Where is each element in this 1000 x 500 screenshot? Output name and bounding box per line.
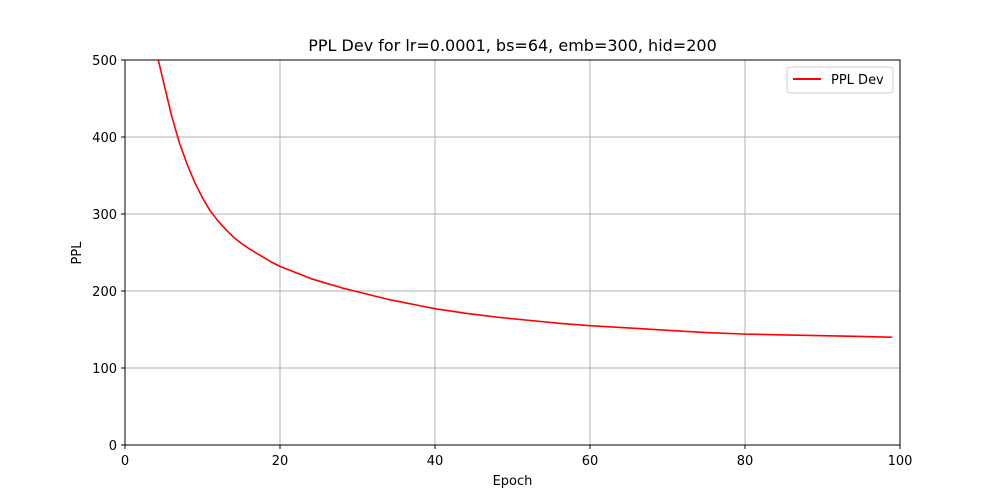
x-axis-label: Epoch bbox=[493, 474, 533, 489]
y-axis-label: PPL bbox=[70, 241, 85, 265]
y-tick-label: 100 bbox=[92, 362, 117, 377]
x-tick-label: 80 bbox=[737, 454, 754, 469]
x-tick-label: 40 bbox=[427, 454, 444, 469]
y-tick-label: 0 bbox=[109, 439, 117, 454]
y-tick-label: 500 bbox=[92, 54, 117, 69]
x-axis-ticks: 0 20 40 60 80 100 bbox=[121, 445, 913, 469]
y-axis-ticks: 0 100 200 300 400 500 bbox=[92, 54, 125, 454]
x-tick-label: 100 bbox=[888, 454, 913, 469]
legend: PPL Dev bbox=[786, 66, 894, 94]
y-tick-label: 400 bbox=[92, 131, 117, 146]
x-tick-label: 60 bbox=[582, 454, 599, 469]
y-tick-label: 200 bbox=[92, 285, 117, 300]
plot-frame bbox=[124, 59, 901, 446]
series-line-ppl-dev bbox=[157, 59, 893, 338]
x-tick-label: 0 bbox=[121, 454, 129, 469]
y-tick-label: 300 bbox=[92, 208, 117, 223]
plot-area bbox=[157, 59, 893, 338]
legend-label-ppl-dev: PPL Dev bbox=[831, 73, 884, 88]
legend-box bbox=[786, 66, 894, 94]
x-tick-label: 20 bbox=[272, 454, 289, 469]
chart-title: PPL Dev for lr=0.0001, bs=64, emb=300, h… bbox=[308, 36, 717, 55]
